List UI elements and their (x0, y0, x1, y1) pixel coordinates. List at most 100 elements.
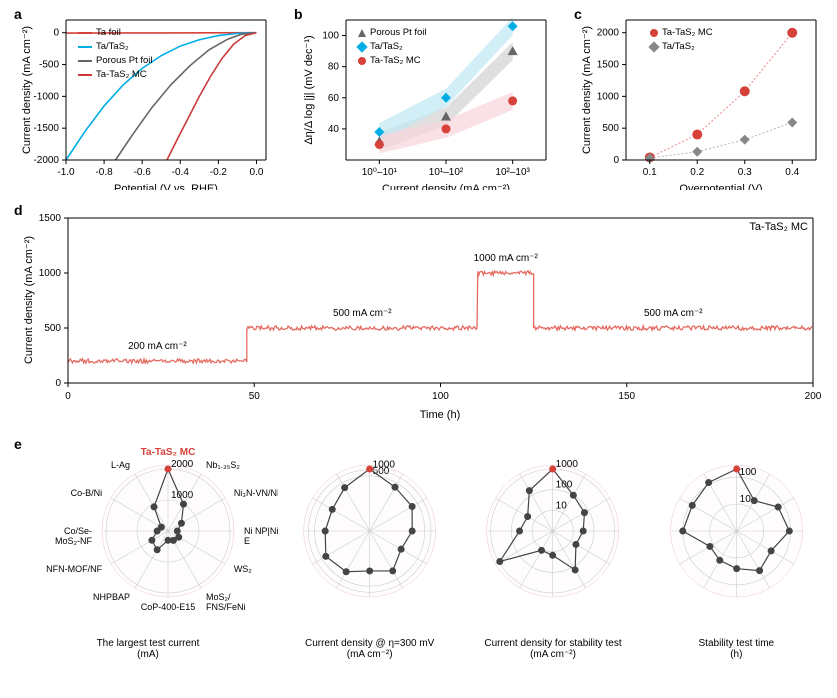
svg-text:1500: 1500 (597, 60, 620, 71)
svg-text:10²–10³: 10²–10³ (495, 167, 530, 178)
legend-label: Porous Pt foil (370, 26, 427, 40)
legend-item: Ta-TaS₂ MC (78, 68, 153, 82)
radar-title: Current density for stability test(mA cm… (461, 638, 644, 660)
svg-text:1500: 1500 (39, 213, 62, 224)
panel-a-xlabel: Potential (V vs. RHE) (114, 183, 218, 190)
legend-item: Ta/TaS₂ (78, 40, 153, 54)
svg-text:0: 0 (53, 28, 59, 39)
panel-a-ylabel: Current density (mA cm⁻²) (21, 26, 33, 154)
svg-text:150: 150 (618, 391, 635, 402)
svg-text:Co/Se-MoS₂-NF: Co/Se-MoS₂-NF (55, 526, 92, 546)
panel-e: e 10002000Ta-TaS₂ MCNb₁.₃₅S₂Ni₃N-VN/NFNi… (18, 440, 828, 690)
legend-item: Ta/TaS₂ (650, 40, 713, 54)
legend-swatch (78, 46, 92, 48)
panel-b: b 10⁰–10¹10¹–10²10²–10³ 406080100 Curren… (298, 10, 558, 190)
svg-text:100: 100 (556, 480, 573, 491)
panel-d-ylabel: Current density (mA cm⁻²) (23, 236, 35, 364)
svg-text:1000: 1000 (171, 490, 194, 501)
panel-d-xlabel: Time (h) (420, 409, 461, 421)
legend-swatch (78, 60, 92, 62)
svg-text:10¹–10²: 10¹–10² (429, 167, 464, 178)
legend-item: Ta-TaS₂ MC (358, 54, 427, 68)
legend-label: Ta-TaS₂ MC (370, 54, 421, 68)
legend-label: Porous Pt foil (96, 54, 153, 68)
panel-c-legend: Ta-TaS₂ MCTa/TaS₂ (650, 26, 713, 54)
legend-item: Ta/TaS₂ (358, 40, 427, 54)
svg-text:100: 100 (739, 467, 756, 478)
legend-label: Ta/TaS₂ (662, 40, 695, 54)
svg-text:500 mA cm⁻²: 500 mA cm⁻² (333, 308, 392, 319)
radar-panel: 10 100 Stability test time(h) (645, 446, 828, 690)
panel-b-legend: Porous Pt foilTa/TaS₂Ta-TaS₂ MC (358, 26, 427, 68)
svg-text:200: 200 (805, 391, 822, 402)
svg-text:0.0: 0.0 (250, 167, 264, 178)
svg-text:-500: -500 (39, 60, 59, 71)
legend-label: Ta/TaS₂ (96, 40, 129, 54)
svg-text:60: 60 (328, 93, 340, 104)
legend-swatch (78, 32, 92, 34)
svg-text:1000: 1000 (39, 268, 62, 279)
svg-text:-0.2: -0.2 (210, 167, 228, 178)
svg-text:0.1: 0.1 (643, 167, 657, 178)
svg-text:1000: 1000 (373, 460, 396, 471)
chart-b: 10⁰–10¹10¹–10²10²–10³ 406080100 Current … (298, 10, 558, 190)
panel-b-label: b (294, 6, 303, 22)
svg-text:Ni₃N-VN/NF: Ni₃N-VN/NF (234, 488, 278, 498)
svg-text:0.4: 0.4 (785, 167, 799, 178)
panel-d: d 050100150200 050010001500 200 mA cm⁻²5… (18, 206, 828, 426)
panel-b-ylabel: Δη/Δ log |j| (mV dec⁻¹) (303, 35, 315, 144)
svg-text:0: 0 (65, 391, 71, 402)
panel-d-label: d (14, 202, 23, 218)
svg-text:10: 10 (739, 494, 751, 505)
radar-panel: 5001000Current density @ η=300 mV(mA cm⁻… (278, 446, 461, 690)
svg-text:500: 500 (602, 123, 619, 134)
svg-text:1000 mA cm⁻²: 1000 mA cm⁻² (474, 253, 539, 264)
legend-swatch (358, 29, 366, 37)
svg-text:1000: 1000 (556, 459, 579, 470)
svg-text:-0.4: -0.4 (172, 167, 190, 178)
radar-title: Stability test time(h) (645, 638, 828, 660)
figure: a -1.0-0.8-0.6-0.4-0.20.0 -2000-1500-100… (0, 0, 837, 698)
legend-item: Porous Pt foil (78, 54, 153, 68)
svg-text:WS₂: WS₂ (234, 564, 252, 574)
svg-text:Nb₁.₃₅S₂: Nb₁.₃₅S₂ (206, 460, 240, 470)
svg-text:40: 40 (328, 124, 340, 135)
svg-text:2000: 2000 (597, 28, 620, 39)
legend-item: Ta foil (78, 26, 153, 40)
svg-text:100: 100 (322, 31, 339, 42)
radar-panel: 10 100 1000 Current density for stability t… (461, 446, 644, 690)
svg-text:CoP-400-E15: CoP-400-E15 (141, 602, 196, 612)
legend-label: Ta foil (96, 26, 121, 40)
legend-label: Ta-TaS₂ MC (662, 26, 713, 40)
legend-swatch (78, 74, 92, 76)
svg-text:NHPBAP: NHPBAP (93, 592, 130, 602)
panel-d-legend-text: Ta-TaS₂ MC (749, 221, 808, 233)
svg-text:500 mA cm⁻²: 500 mA cm⁻² (644, 308, 703, 319)
svg-text:-2000: -2000 (33, 155, 59, 166)
svg-text:-1000: -1000 (33, 91, 59, 102)
legend-swatch (358, 57, 366, 65)
panel-c-ylabel: Current density (mA cm⁻²) (581, 26, 593, 154)
svg-text:-0.6: -0.6 (134, 167, 152, 178)
panel-a: a -1.0-0.8-0.6-0.4-0.20.0 -2000-1500-100… (18, 10, 278, 190)
svg-text:0.3: 0.3 (738, 167, 752, 178)
svg-text:10⁰–10¹: 10⁰–10¹ (362, 167, 398, 178)
legend-label: Ta/TaS₂ (370, 40, 403, 54)
svg-text:0: 0 (613, 155, 619, 166)
svg-text:NFN-MOF/NF: NFN-MOF/NF (46, 564, 102, 574)
svg-text:-1500: -1500 (33, 123, 59, 134)
panel-c-xlabel: Overpotential (V) (679, 183, 762, 190)
svg-text:Ni NP|Ni–N–C/E: Ni NP|Ni–N–C/E (244, 526, 278, 546)
legend-swatch (648, 41, 659, 52)
svg-text:500: 500 (44, 323, 61, 334)
radar-title: Current density @ η=300 mV(mA cm⁻²) (278, 638, 461, 660)
svg-text:100: 100 (432, 391, 449, 402)
panel-a-legend: Ta foilTa/TaS₂Porous Pt foilTa-TaS₂ MC (78, 26, 153, 82)
legend-swatch (356, 41, 367, 52)
panel-b-xlabel: Current density (mA cm⁻²) (382, 183, 510, 190)
panel-c-label: c (574, 6, 582, 22)
svg-text:0.2: 0.2 (690, 167, 704, 178)
legend-label: Ta-TaS₂ MC (96, 68, 147, 82)
svg-text:10: 10 (556, 500, 568, 511)
svg-text:2000: 2000 (171, 459, 194, 470)
